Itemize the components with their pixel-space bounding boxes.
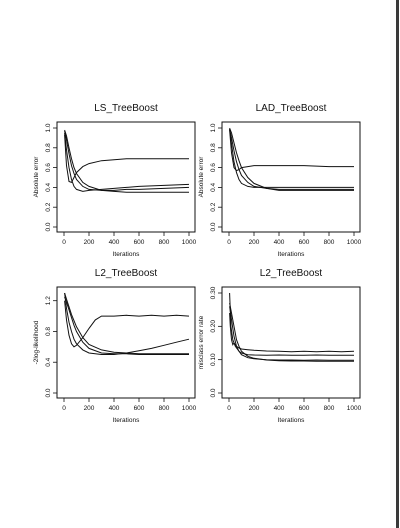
plot-frame — [56, 121, 196, 233]
x-tick-label: 0 — [62, 239, 66, 246]
y-tick-label: 0.20 — [210, 320, 217, 333]
y-tick-label: 1.0 — [45, 123, 52, 132]
x-axis-label: Iterations — [113, 417, 140, 424]
x-tick-label: 1000 — [182, 239, 197, 246]
series-line-3 — [64, 296, 189, 355]
y-tick-label: 1.2 — [45, 296, 52, 305]
series-line-2 — [64, 132, 190, 192]
plot-frame — [221, 121, 361, 233]
x-tick-label: 0 — [227, 239, 231, 246]
y-tick-label: 0.2 — [45, 202, 52, 211]
y-axis-label: Absolute error — [198, 156, 205, 198]
series-line-3 — [229, 128, 354, 190]
x-tick-label: 800 — [159, 239, 170, 246]
y-tick-label: 0.8 — [210, 143, 217, 152]
chart-title: LAD_TreeBoost — [256, 103, 327, 114]
y-tick-label: 1.0 — [210, 123, 217, 132]
chart-panel-2: LAD_TreeBoost 0 200 400 600 800 1000 0.0 0.2 0.4 0… — [198, 103, 362, 258]
y-tick-label: 0.6 — [45, 163, 52, 172]
y-tick-label: 0.8 — [45, 143, 52, 152]
x-tick-label: 400 — [109, 405, 120, 412]
y-tick-label: 0.6 — [210, 163, 217, 172]
x-tick-label: 600 — [299, 239, 310, 246]
plot-frame — [221, 286, 361, 399]
chart-title: LS_TreeBoost — [94, 103, 158, 114]
y-tick-label: 0.0 — [210, 222, 217, 231]
y-axis-label: -2log-likelihood — [33, 320, 40, 364]
x-tick-label: 600 — [134, 405, 145, 412]
series-line-2 — [64, 292, 190, 355]
x-tick-label: 1000 — [182, 405, 197, 412]
chart-title: L2_TreeBoost — [95, 268, 158, 279]
x-tick-label: 800 — [324, 405, 335, 412]
x-tick-label: 0 — [227, 405, 231, 412]
series-line-1 — [229, 129, 354, 172]
y-tick-label: 0.0 — [45, 388, 52, 397]
x-tick-label: 0 — [62, 405, 66, 412]
x-tick-label: 600 — [299, 405, 310, 412]
chart-panel-3: L2_TreeBoost 0 200 400 600 800 1000 0.0 0.4 0.8 1.… — [33, 268, 197, 424]
series-line-4 — [64, 292, 189, 355]
y-tick-label: 0.4 — [210, 183, 217, 192]
series-line-4 — [64, 129, 189, 193]
series-line-2 — [229, 128, 354, 188]
x-tick-label: 800 — [324, 239, 335, 246]
x-axis-label: Iterations — [113, 251, 140, 258]
page-right-edge-bar — [396, 0, 399, 528]
series-line-2 — [229, 292, 354, 356]
y-axis-label: Absolute error — [33, 156, 40, 198]
plot-frame — [56, 286, 196, 399]
x-tick-label: 600 — [134, 239, 145, 246]
series-line-1 — [64, 300, 190, 348]
x-tick-label: 200 — [84, 239, 95, 246]
series-line-3 — [229, 306, 354, 361]
y-tick-label: 0.8 — [45, 327, 52, 336]
chart-title: L2_TreeBoost — [260, 268, 323, 279]
x-tick-label: 1000 — [347, 405, 362, 412]
x-axis-label: Iterations — [278, 417, 305, 424]
x-tick-label: 200 — [249, 405, 260, 412]
x-tick-label: 1000 — [347, 239, 362, 246]
series-line-4 — [229, 127, 354, 191]
y-tick-label: 0.4 — [45, 183, 52, 192]
y-tick-label: 0.0 — [45, 222, 52, 231]
series-line-1 — [229, 312, 355, 353]
chart-panel-4: L2_TreeBoost 0 200 400 600 800 1000 0.0 0.10 0.20… — [198, 268, 362, 424]
x-tick-label: 400 — [274, 239, 285, 246]
x-tick-label: 200 — [249, 239, 260, 246]
series-line-1 — [64, 134, 189, 184]
y-tick-label: 0.2 — [210, 202, 217, 211]
series-line-3 — [64, 130, 190, 191]
x-tick-label: 400 — [109, 239, 120, 246]
y-tick-label: 0.4 — [45, 357, 52, 366]
x-tick-label: 200 — [84, 405, 95, 412]
x-axis-label: Iterations — [278, 251, 305, 258]
chart-panel-1: LS_TreeBoost 0 200 400 600 800 1000 0.0 0.2 0.4 0.… — [33, 103, 197, 258]
y-axis-label: misclass error rate — [198, 315, 205, 369]
y-tick-label: 0.10 — [210, 353, 217, 366]
x-tick-label: 400 — [274, 405, 285, 412]
y-tick-label: 0.0 — [210, 388, 217, 397]
series-line-4 — [229, 302, 354, 362]
x-tick-label: 800 — [159, 405, 170, 412]
y-tick-label: 0.30 — [210, 286, 217, 299]
